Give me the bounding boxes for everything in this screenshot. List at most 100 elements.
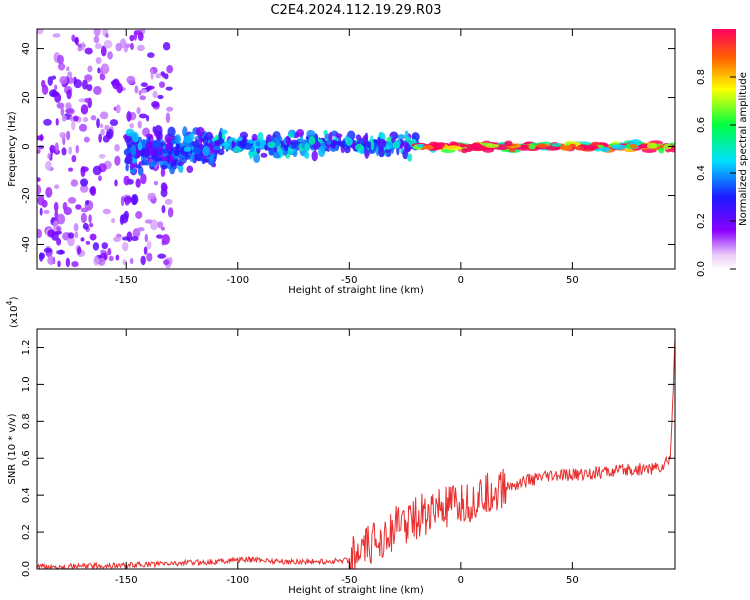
spectrogram-blob xyxy=(170,139,176,144)
spectrogram-blob xyxy=(130,42,134,51)
spectrogram-blob xyxy=(153,180,159,186)
spectrogram-blob xyxy=(56,226,61,232)
colorbar-tick-label: 0.2 xyxy=(696,213,707,229)
spectrogram-blob xyxy=(365,141,372,148)
spectrogram-blob xyxy=(169,164,176,175)
spectrogram-blob xyxy=(165,112,171,124)
spectrogram-blob xyxy=(135,178,141,188)
spectrogram-blob xyxy=(39,133,44,142)
spectrogram-blob xyxy=(153,139,162,149)
colorbar-tick-label: 0.6 xyxy=(696,117,707,133)
spectrogram-blob xyxy=(56,238,62,246)
snr-x-tick-label: 50 xyxy=(566,575,579,586)
spectrogram-blob xyxy=(79,184,89,193)
spectrogram-blob xyxy=(84,47,93,55)
spectrogram-blob xyxy=(66,89,72,100)
spectrogram-blob xyxy=(459,143,468,148)
spectrogram-marks xyxy=(37,29,675,269)
spectrogram-blob xyxy=(85,240,91,245)
spectrogram-blob xyxy=(56,213,66,225)
spectrogram-x-tick-label: 0 xyxy=(458,275,464,286)
spectrogram-blob xyxy=(131,131,139,143)
spectrogram-blob xyxy=(164,73,169,80)
colorbar-tick-label: 0.4 xyxy=(696,165,707,181)
spectrogram-blob xyxy=(103,39,113,49)
spectrogram-blob xyxy=(140,82,148,87)
spectrogram-blob xyxy=(37,184,42,196)
spectrogram-blob xyxy=(134,85,139,94)
spectrogram-blob xyxy=(370,139,375,151)
spectrogram-blob xyxy=(85,200,90,205)
colorbar-tick-label: 0.0 xyxy=(696,261,707,277)
spectrogram-blob xyxy=(124,155,133,165)
spectrogram-blob xyxy=(212,145,221,151)
spectrogram-blob xyxy=(115,42,123,52)
spectrogram-blob xyxy=(151,155,156,161)
spectrogram-blob xyxy=(120,196,125,207)
spectrogram-blob xyxy=(646,143,658,149)
spectrogram-blob xyxy=(157,221,164,229)
spectrogram-blob xyxy=(190,140,200,147)
spectrogram-blob xyxy=(66,130,71,141)
spectrogram-blob xyxy=(98,153,106,159)
spectrogram-blob xyxy=(198,134,203,146)
spectrogram-blob xyxy=(45,186,53,198)
spectrogram-blob xyxy=(57,54,64,65)
spectrogram-blob xyxy=(663,143,672,150)
spectrogram-blob xyxy=(146,240,152,250)
snr-multiplier-base: (x10 xyxy=(9,305,20,328)
spectrogram-blob xyxy=(71,119,76,131)
spectrogram-blob xyxy=(528,144,536,150)
spectrogram-blob xyxy=(278,150,282,156)
spectrogram-blob xyxy=(95,57,102,65)
spectrogram-blob xyxy=(71,154,77,163)
spectrogram-blob xyxy=(54,84,58,91)
spectrogram-blob xyxy=(100,63,110,75)
spectrogram-blob xyxy=(354,143,364,151)
spectrogram-blob xyxy=(121,236,130,241)
spectrogram-blob xyxy=(43,247,53,253)
spectrogram-blob xyxy=(105,32,109,39)
snr-panel: -150 -100 -50 0 50 0.0 0.2 0.4 0.6 0.8 1.0 1.2 Hei… xyxy=(5,296,676,596)
spectrogram-blob xyxy=(47,255,55,266)
spectrogram-blob xyxy=(378,147,385,158)
spectrogram-blob xyxy=(37,148,41,155)
spectrogram-blob xyxy=(67,71,73,79)
spectrogram-blob xyxy=(98,133,102,143)
spectrogram-blob xyxy=(237,136,243,142)
spectrogram-y-tick-label: -40 xyxy=(21,236,32,252)
spectrogram-blob xyxy=(54,210,59,219)
spectrogram-blob xyxy=(392,141,400,149)
spectrogram-blob xyxy=(160,168,166,177)
spectrogram-blob xyxy=(144,233,148,243)
spectrogram-blob xyxy=(158,81,166,88)
spectrogram-blob xyxy=(384,149,389,154)
spectrogram-blob xyxy=(41,79,46,88)
spectrogram-blob xyxy=(251,133,258,143)
colorbar-ticks: 0.0 0.2 0.4 0.6 0.8 xyxy=(696,69,736,277)
spectrogram-blob xyxy=(147,192,156,200)
spectrogram-blob xyxy=(154,157,163,162)
spectrogram-blob xyxy=(37,194,45,206)
spectrogram-blob xyxy=(115,104,121,114)
spectrogram-blob xyxy=(183,135,193,144)
spectrogram-blob xyxy=(65,257,71,268)
spectrogram-blob xyxy=(49,144,56,154)
spectrogram-blob xyxy=(449,141,458,145)
spectrogram-blob xyxy=(86,84,93,92)
spectrogram-y-ticks: -40 -20 0 20 40 xyxy=(21,42,675,253)
spectrogram-blob xyxy=(136,227,145,232)
spectrogram-blob xyxy=(68,167,74,172)
spectrogram-blob xyxy=(55,118,59,126)
spectrogram-blob xyxy=(67,232,75,239)
spectrogram-blob xyxy=(178,164,184,173)
spectrogram-blob xyxy=(72,115,79,122)
spectrogram-blob xyxy=(66,66,70,72)
spectrogram-y-tick-label: 20 xyxy=(21,91,32,104)
spectrogram-blob xyxy=(218,131,222,141)
spectrogram-x-axis-label: Height of straight line (km) xyxy=(288,285,424,296)
spectrogram-blob xyxy=(397,134,406,140)
spectrogram-blob xyxy=(173,149,180,156)
spectrogram-blob xyxy=(111,218,116,224)
